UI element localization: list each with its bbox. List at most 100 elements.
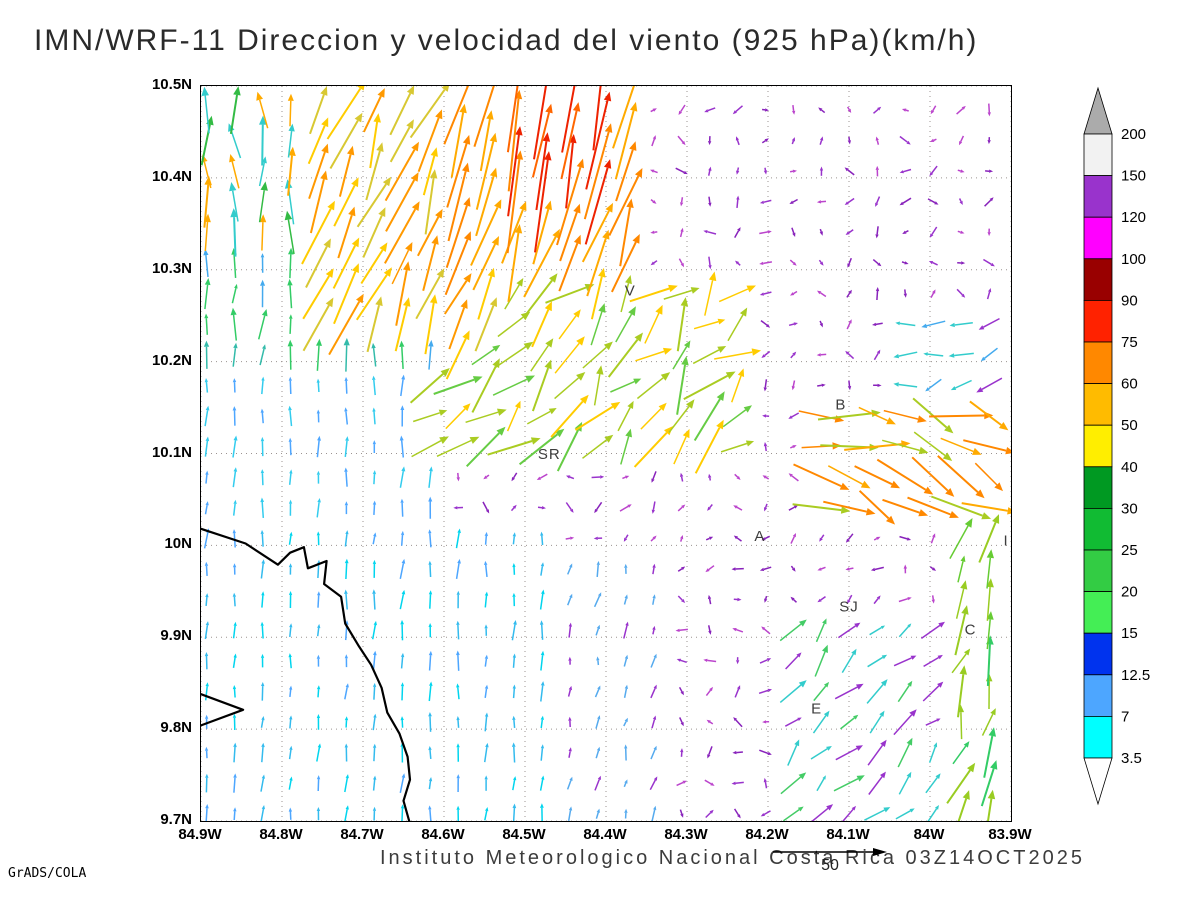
wind-vector — [474, 297, 497, 352]
wind-vector — [930, 289, 936, 299]
wind-vector — [260, 469, 265, 486]
wind-vector — [816, 200, 827, 204]
wind-vector — [288, 405, 293, 427]
wind-vector — [566, 475, 575, 480]
wind-vector — [867, 654, 888, 668]
wind-vector — [512, 776, 517, 791]
wind-vector — [676, 297, 689, 352]
wind-vector — [316, 435, 321, 458]
wind-vector — [788, 473, 799, 482]
wind-vector — [372, 713, 377, 731]
wind-vector — [788, 505, 799, 511]
wind-vector — [540, 531, 544, 546]
wind-vector — [333, 177, 359, 227]
wind-vector — [531, 103, 553, 178]
wind-vector — [456, 774, 460, 793]
wind-vector — [650, 230, 658, 234]
colorbar-label: 25 — [1121, 542, 1138, 559]
wind-vector — [288, 469, 293, 485]
wind-vector — [619, 198, 634, 267]
wind-vector — [858, 490, 896, 525]
wind-vector — [845, 229, 854, 235]
wind-vector — [535, 132, 551, 211]
coastline — [201, 527, 412, 821]
wind-vector — [976, 377, 1003, 393]
wind-vector — [847, 594, 853, 604]
wind-vector — [537, 506, 546, 510]
wind-vector — [811, 804, 834, 821]
wind-vector — [866, 679, 888, 704]
wind-vector — [679, 535, 684, 542]
wind-vector — [678, 686, 684, 696]
wind-vector — [845, 533, 854, 543]
wind-vector — [523, 228, 560, 298]
wind-vector — [980, 760, 998, 807]
wind-vector — [259, 115, 267, 166]
wind-vector — [876, 458, 934, 495]
wind-vector — [789, 198, 798, 204]
wind-vector — [288, 499, 293, 516]
wind-vector — [259, 344, 266, 366]
wind-vector — [372, 440, 376, 453]
wind-vector — [424, 294, 438, 355]
wind-vector — [708, 196, 712, 207]
wind-vector — [954, 605, 969, 656]
wind-vector — [927, 805, 939, 821]
wind-vector — [704, 779, 715, 786]
wind-vector — [472, 236, 499, 291]
wind-vector — [326, 86, 365, 140]
wind-vector — [819, 136, 824, 145]
colorbar-over-arrow — [1083, 86, 1113, 135]
wind-vector — [355, 267, 392, 321]
wind-vector — [456, 743, 460, 762]
wind-vector — [203, 249, 209, 277]
wind-vector — [759, 749, 772, 755]
lat-tick-label: 10.3N — [151, 259, 192, 277]
wind-vector — [931, 595, 935, 604]
wind-vector — [567, 685, 572, 697]
wind-vector — [428, 746, 432, 759]
wind-vector — [875, 165, 879, 177]
wind-vector — [232, 406, 237, 426]
wind-vector — [260, 497, 265, 518]
wind-vector — [779, 619, 807, 642]
wind-vector — [201, 86, 210, 134]
wind-vector — [595, 715, 601, 729]
wind-vector — [344, 467, 348, 487]
wind-vector — [233, 773, 237, 793]
wind-vector — [287, 123, 295, 158]
wind-vector — [677, 595, 686, 603]
wind-vector — [607, 332, 643, 378]
wind-vector — [899, 535, 912, 541]
wind-vector — [949, 518, 973, 559]
wind-vector — [833, 775, 865, 792]
wind-vector — [260, 279, 266, 308]
wind-vector — [302, 297, 334, 352]
wind-vector — [817, 566, 826, 571]
wind-vector — [344, 774, 349, 793]
colorbar-label: 200 — [1121, 126, 1146, 143]
wind-vector — [730, 368, 745, 403]
wind-vector — [260, 653, 265, 668]
wind-vector — [400, 530, 405, 546]
wind-vector — [506, 150, 524, 254]
wind-vector — [568, 622, 572, 638]
wind-vector — [623, 684, 628, 698]
wind-vector — [704, 107, 716, 113]
wind-vector — [301, 200, 335, 265]
wind-vector — [722, 405, 752, 428]
wind-vector — [812, 710, 830, 734]
wind-vector — [623, 534, 629, 542]
wind-vector — [835, 745, 863, 761]
wind-vector — [736, 657, 740, 665]
wind-vector — [362, 88, 385, 133]
wind-vector — [581, 202, 613, 263]
wind-vector — [760, 320, 771, 328]
wind-vector — [955, 580, 968, 619]
wind-vector — [287, 93, 294, 127]
wind-vector — [957, 665, 967, 718]
wind-vector — [205, 470, 209, 484]
wind-vector — [705, 686, 713, 697]
wind-vector — [937, 455, 985, 499]
coastline — [201, 693, 245, 727]
